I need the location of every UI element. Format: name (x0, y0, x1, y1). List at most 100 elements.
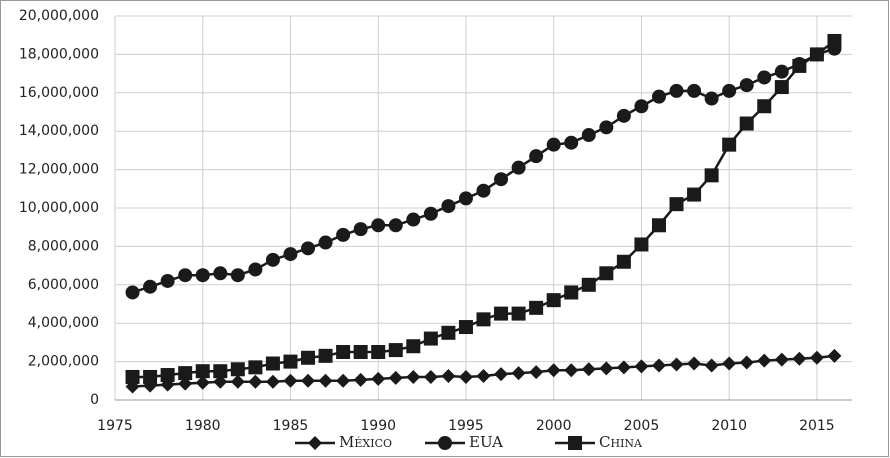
marker (511, 306, 526, 321)
marker (774, 352, 789, 367)
x-tick-label: 1975 (97, 418, 133, 434)
marker (687, 187, 702, 202)
marker (178, 366, 193, 381)
marker (722, 356, 737, 371)
marker (568, 436, 582, 450)
marker (388, 370, 403, 385)
marker (774, 80, 789, 95)
marker (336, 373, 351, 388)
marker (616, 254, 631, 269)
marker (757, 353, 772, 368)
marker (283, 354, 298, 369)
marker (599, 120, 614, 135)
marker (125, 285, 140, 300)
marker (265, 374, 280, 389)
legend-label: EUA (469, 433, 503, 451)
y-tick-label: 14,000,000 (19, 123, 99, 139)
marker (423, 331, 438, 346)
legend-label: China (599, 433, 643, 451)
marker (318, 235, 333, 250)
marker (458, 191, 473, 206)
marker (301, 350, 316, 365)
marker (494, 306, 509, 321)
marker (687, 83, 702, 98)
marker (616, 360, 631, 375)
marker (599, 266, 614, 281)
marker (178, 268, 193, 283)
marker (792, 58, 807, 73)
y-tick-label: 16,000,000 (19, 85, 99, 101)
marker (476, 183, 491, 198)
marker (669, 83, 684, 98)
marker (441, 325, 456, 340)
marker (388, 343, 403, 358)
marker (476, 312, 491, 327)
marker (160, 273, 175, 288)
marker (353, 372, 368, 387)
marker (441, 369, 456, 383)
marker (739, 116, 754, 131)
marker (651, 89, 666, 104)
marker (651, 218, 666, 233)
marker (406, 369, 421, 384)
y-tick-label: 0 (90, 392, 99, 408)
marker (739, 78, 754, 93)
marker (438, 436, 452, 450)
marker (336, 227, 351, 242)
marker (441, 199, 456, 214)
marker (213, 266, 228, 281)
marker (616, 108, 631, 123)
y-tick-label: 10,000,000 (19, 200, 99, 216)
marker (301, 241, 316, 256)
marker (213, 374, 228, 389)
x-tick-label: 2005 (624, 418, 660, 434)
marker (687, 356, 702, 371)
marker (809, 47, 824, 62)
legend: México EUA China (295, 433, 643, 451)
marker (494, 367, 509, 382)
marker (143, 279, 158, 294)
marker (546, 137, 561, 152)
marker (336, 345, 351, 359)
marker (511, 160, 526, 175)
marker (423, 206, 438, 221)
marker (757, 70, 772, 85)
marker (546, 363, 561, 378)
marker (406, 339, 421, 354)
marker (704, 358, 719, 373)
marker (230, 362, 245, 377)
marker (230, 374, 245, 389)
marker (248, 262, 263, 277)
marker (739, 355, 754, 370)
marker (353, 345, 368, 359)
x-tick-label: 2000 (536, 418, 572, 434)
x-tick-label: 1990 (360, 418, 396, 434)
y-tick-label: 18,000,000 (19, 46, 99, 62)
marker (757, 99, 772, 114)
marker (581, 277, 596, 292)
marker (529, 365, 544, 380)
marker (634, 237, 649, 252)
marker (248, 374, 263, 389)
x-tick-label: 2015 (799, 418, 835, 434)
marker (265, 252, 280, 267)
marker (213, 364, 228, 379)
marker (301, 373, 316, 388)
marker (669, 197, 684, 212)
marker (406, 212, 421, 227)
y-tick-label: 8,000,000 (28, 238, 99, 254)
marker (651, 358, 666, 373)
x-tick-label: 2010 (711, 418, 747, 434)
marker (195, 364, 210, 379)
marker (529, 149, 544, 164)
marker (458, 320, 473, 335)
y-tick-label: 2,000,000 (28, 354, 99, 370)
marker (581, 362, 596, 377)
marker (511, 366, 526, 381)
marker (669, 357, 684, 372)
marker (809, 350, 824, 365)
marker (634, 99, 649, 114)
marker (318, 348, 333, 363)
marker (458, 369, 473, 384)
marker (564, 363, 579, 378)
